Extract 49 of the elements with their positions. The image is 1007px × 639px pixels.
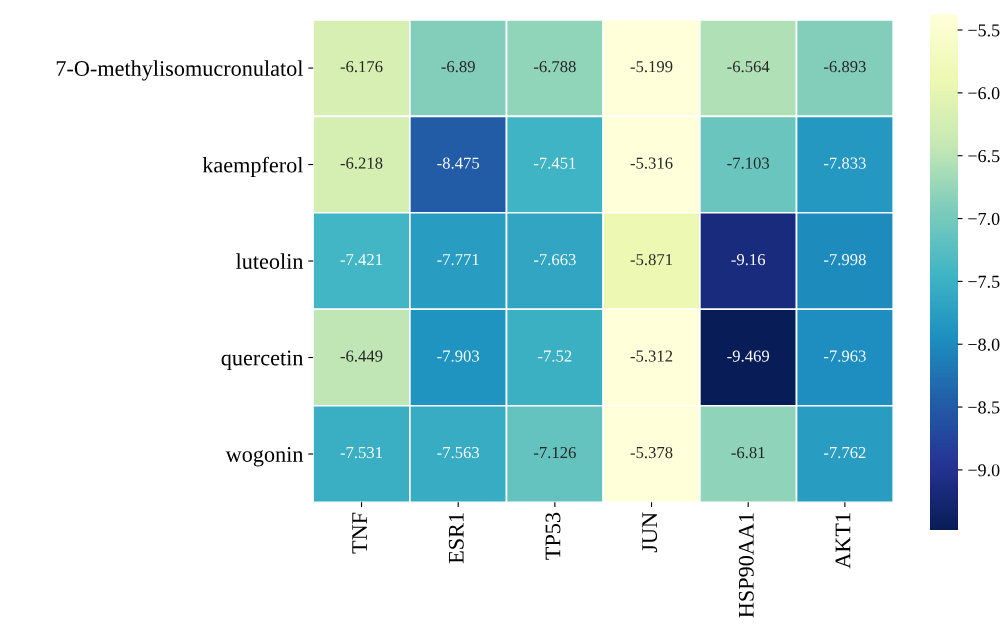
y-tick-label: 7-O-methylisomucronulatol xyxy=(56,60,304,81)
data-label: -7.963 xyxy=(823,350,866,362)
data-label: -6.89 xyxy=(441,60,475,73)
y-tick-label: kaempferol xyxy=(202,156,304,178)
data-label: -7.421 xyxy=(340,254,383,266)
x-tick-label: HSP90AA1 xyxy=(738,513,754,618)
color-bar-label: −7.0 xyxy=(968,212,1000,226)
data-label: -6.788 xyxy=(533,60,576,73)
data-label: -8.475 xyxy=(437,157,480,169)
data-label: -9.469 xyxy=(727,350,770,362)
y-tick-label: luteolin xyxy=(236,253,304,269)
data-label: -7.126 xyxy=(533,446,576,459)
data-label: -6.893 xyxy=(823,60,866,73)
x-tick-label: TP53 xyxy=(545,512,561,560)
x-tick-label: TNF xyxy=(352,512,367,554)
data-label: -7.563 xyxy=(437,446,480,459)
data-label: -7.833 xyxy=(823,157,866,169)
color-bar-label: −8.0 xyxy=(968,338,1000,351)
color-bar-label: −5.5 xyxy=(968,24,1000,37)
color-bar-label: −6.5 xyxy=(968,150,1000,163)
data-label: -7.531 xyxy=(340,446,383,459)
data-label: -7.998 xyxy=(823,253,866,266)
color-bar-label: −9.0 xyxy=(968,464,1000,477)
color-bar-label: −6.0 xyxy=(968,87,1000,100)
data-label: -7.771 xyxy=(437,254,479,266)
data-label: -5.378 xyxy=(630,446,673,459)
data-label: -6.449 xyxy=(340,350,383,362)
color-bar-label: −8.5 xyxy=(968,401,1000,414)
x-tick-label: ESR1 xyxy=(448,513,464,564)
data-label: -7.103 xyxy=(727,157,770,169)
x-tick-label: JUN xyxy=(642,512,658,553)
data-label: -5.316 xyxy=(630,157,673,169)
color-bar-label: −7.5 xyxy=(968,275,1000,288)
y-tick-label: wogonin xyxy=(225,446,304,467)
data-label: -6.218 xyxy=(340,157,383,169)
data-label: -6.176 xyxy=(340,61,383,73)
data-label: -9.16 xyxy=(731,254,766,266)
data-label: -7.451 xyxy=(533,157,576,169)
data-label: -5.871 xyxy=(630,253,673,266)
data-label: -7.762 xyxy=(823,446,866,459)
data-label: -6.564 xyxy=(727,61,770,73)
data-label: -5.199 xyxy=(630,61,673,73)
data-label: -5.312 xyxy=(630,350,673,362)
x-tick-label: AKT1 xyxy=(835,513,851,569)
data-label: -7.903 xyxy=(437,350,480,362)
y-tick-label: quercetin xyxy=(221,350,304,370)
data-label: -7.663 xyxy=(533,254,576,266)
data-label: -6.81 xyxy=(731,446,765,459)
data-label: -7.52 xyxy=(538,350,572,362)
